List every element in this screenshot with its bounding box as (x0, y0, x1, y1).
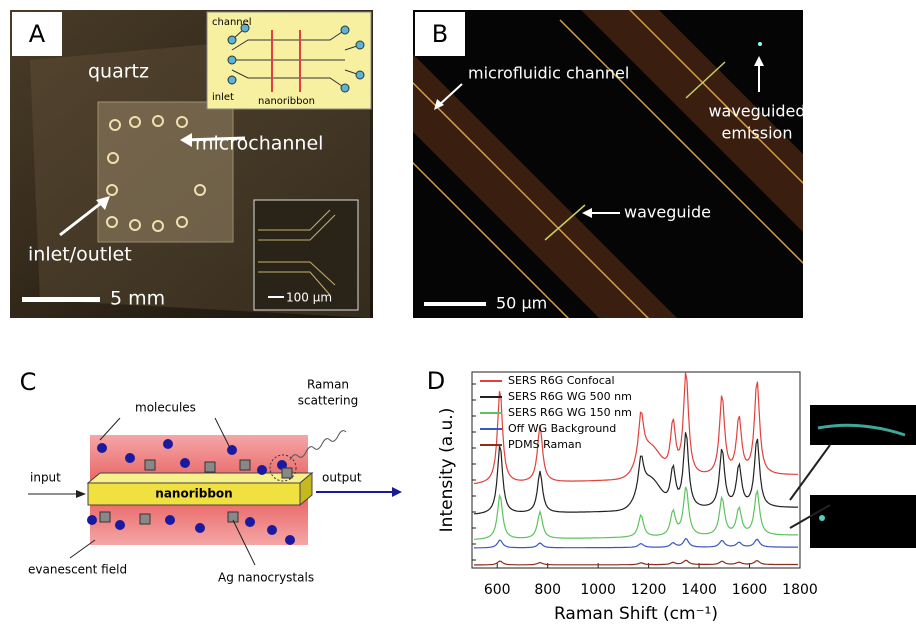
inset-emission (817, 423, 906, 437)
chip (97, 101, 234, 243)
arrow (214, 417, 231, 449)
label: waveguided (708, 102, 805, 121)
arrowhead (582, 208, 592, 218)
x-tick-label: 1800 (782, 582, 818, 598)
arrow (437, 83, 463, 107)
inset-ports (227, 23, 365, 93)
arrowhead (180, 133, 192, 147)
panel-d: D Intensity (a.u.) Raman Shift (cm⁻¹) (427, 367, 916, 624)
emission-spot (758, 42, 762, 46)
legend-label: PDMS Raman (508, 438, 582, 451)
plot-frame (471, 371, 801, 569)
legend-label: SERS R6G Confocal (508, 374, 615, 387)
arrowhead (434, 99, 444, 110)
label: inlet/outlet (28, 244, 132, 266)
label: Ag nanocrystals (218, 571, 314, 585)
label: molecules (135, 401, 196, 415)
x-tick-label: 1600 (732, 582, 768, 598)
label-box (415, 12, 465, 56)
label: inlet (212, 92, 234, 103)
label: output (322, 471, 362, 485)
y-axis-label: Intensity (a.u.) (437, 408, 457, 533)
label: nanoribbon (258, 96, 315, 107)
zoom-channels (258, 209, 336, 296)
channels (413, 10, 803, 318)
scale-label: 100 µm (286, 291, 332, 305)
label: emission (722, 124, 793, 143)
spectrum (473, 486, 798, 540)
arrowhead (96, 196, 110, 210)
zoom-inset (253, 199, 359, 311)
label: channel (212, 17, 252, 28)
x-tick-label: 1000 (580, 582, 616, 598)
arrow (59, 198, 106, 237)
panel-a: A quartz microchannel inlet/outlet 5 mm … (10, 10, 373, 318)
spectrum (473, 372, 798, 485)
legend-label: SERS R6G WG 150 nm (508, 406, 632, 419)
spectrum (474, 537, 798, 549)
label: microchannel (195, 133, 323, 155)
scale-label: 5 mm (110, 288, 165, 310)
scale-bar (22, 297, 100, 302)
label: Raman (307, 378, 349, 392)
panel-c: C nanoribbon Raman scattering molecules … (20, 368, 402, 585)
panel-label: D (427, 367, 445, 395)
ribbon-side (299, 471, 313, 507)
pointer (789, 504, 831, 529)
x-tick-label: 1400 (681, 582, 717, 598)
label: input (30, 471, 61, 485)
label: microfluidic channel (468, 64, 629, 83)
arrow (184, 136, 246, 142)
x-tick-label: 800 (534, 582, 561, 598)
scale-bar (268, 296, 284, 298)
legend-label: SERS R6G WG 500 nm (508, 390, 632, 403)
inset-image (810, 495, 916, 548)
raman-wave (289, 430, 347, 461)
spectrum (473, 432, 798, 515)
panel-label: C (20, 368, 37, 396)
x-tick-label: 1200 (631, 582, 667, 598)
ribbon-top (86, 472, 314, 484)
arrow (69, 539, 96, 559)
pointer (789, 444, 831, 501)
label: quartz (88, 61, 149, 83)
spectrum (474, 559, 798, 566)
label: nanoribbon (155, 487, 232, 501)
arrow (232, 519, 256, 566)
ports (106, 115, 206, 232)
label: waveguide (624, 203, 711, 222)
arrow (99, 417, 121, 441)
inset-emission (819, 515, 825, 521)
scale-bar (424, 302, 486, 306)
label: scattering (298, 394, 359, 408)
x-axis-label: Raman Shift (cm⁻¹) (554, 604, 718, 624)
label: evanescent field (28, 563, 127, 577)
label-box (12, 12, 62, 56)
panel-label: B (432, 20, 448, 48)
x-tick-label: 600 (484, 582, 511, 598)
arrowhead (392, 487, 402, 497)
inset-channels (231, 27, 361, 89)
arrowhead (76, 490, 86, 498)
panel-label: A (29, 20, 46, 48)
highlight (269, 454, 297, 482)
nanocrystals (99, 459, 293, 525)
legend-label: Off WG Background (508, 422, 616, 435)
arrowhead (754, 56, 764, 66)
panel-b: B microfluidic channel waveguided emissi… (413, 10, 806, 318)
scale-label: 50 µm (496, 294, 547, 313)
